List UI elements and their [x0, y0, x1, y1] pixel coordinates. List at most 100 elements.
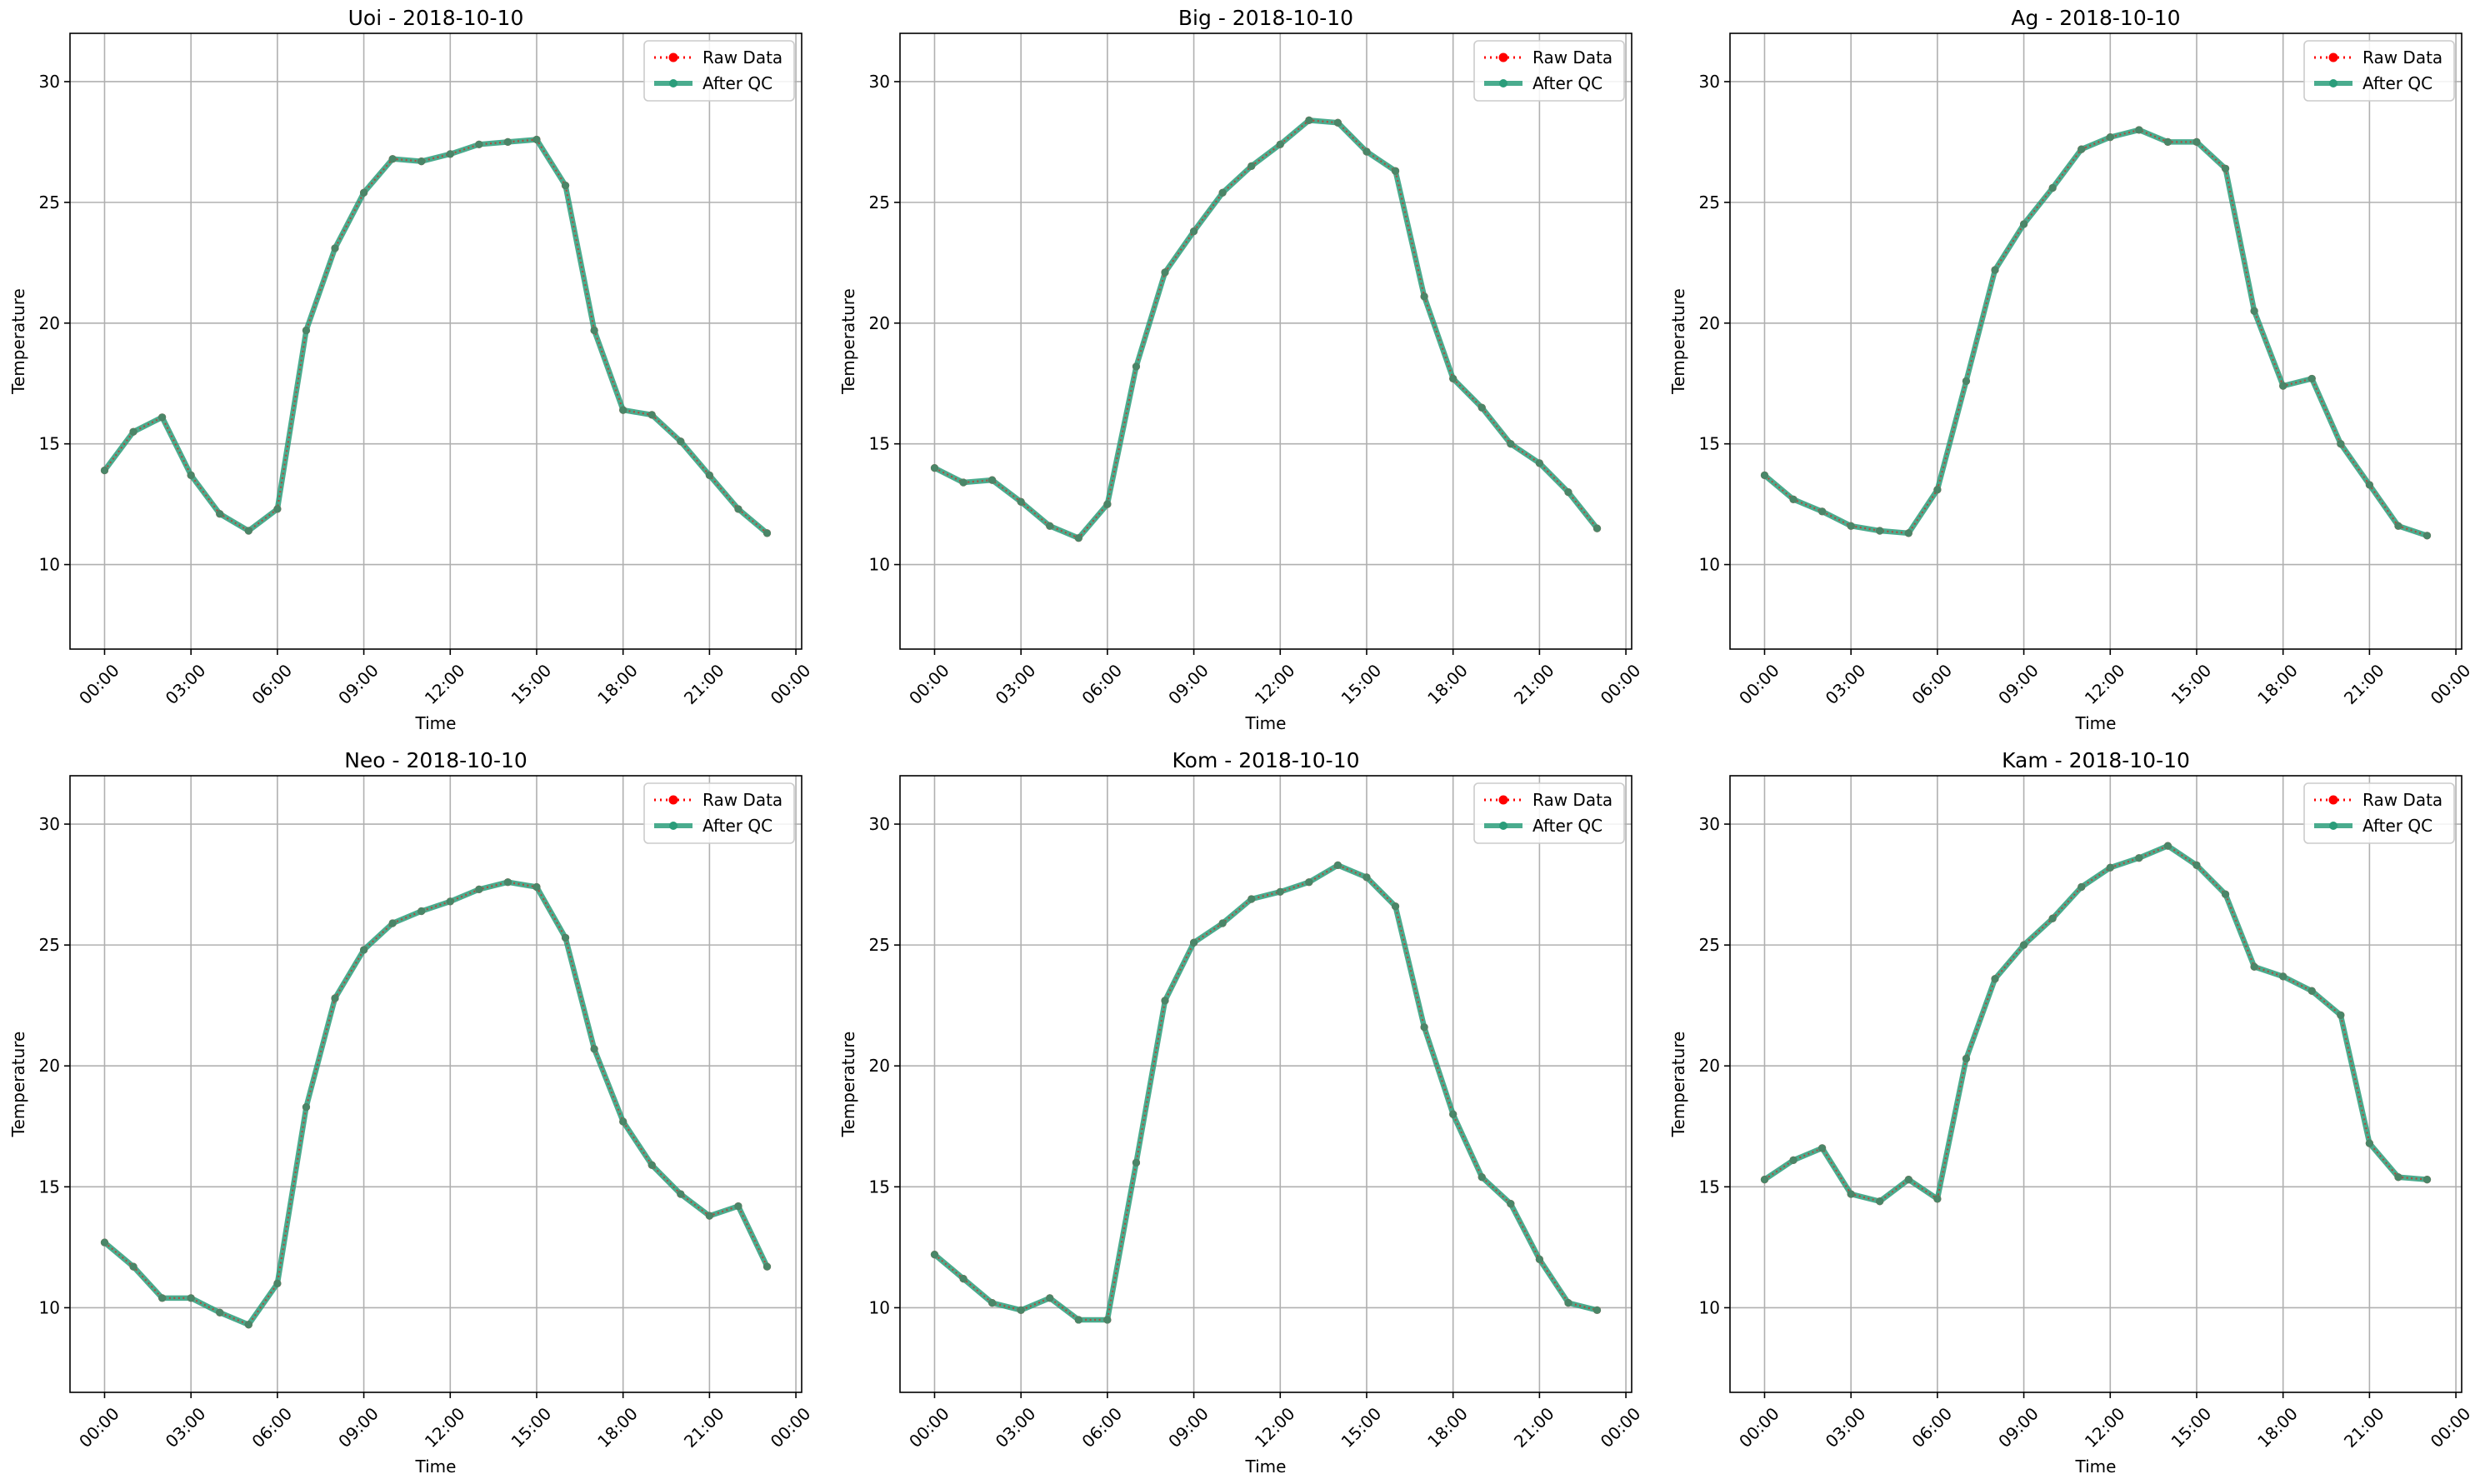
x-tick-label: 12:00	[2081, 660, 2129, 708]
after-qc-point	[1333, 118, 1342, 127]
legend-qc-label: After QC	[2362, 73, 2432, 93]
x-tick-label: 12:00	[421, 1403, 469, 1452]
after-qc-point	[1991, 975, 1999, 983]
after-qc-point	[446, 897, 454, 906]
x-tick-label: 09:00	[1994, 660, 2042, 708]
after-qc-point	[1478, 403, 1486, 412]
chart-panel-2: 10 15 20 25 30 00:00 03:00 06:00 09:00 12:00 15:00…	[1668, 6, 2474, 733]
after-qc-point	[1933, 1195, 1942, 1203]
legend-raw-marker	[668, 52, 678, 62]
x-tick-label: 00:00	[767, 660, 815, 708]
x-tick-label: 15:00	[2168, 1403, 2216, 1452]
x-tick-label: 00:00	[1735, 660, 1783, 708]
legend-qc-marker	[1499, 79, 1508, 87]
after-qc-point	[2221, 890, 2230, 898]
legend-qc-marker	[2329, 79, 2338, 87]
y-tick-label: 15	[1699, 434, 1720, 454]
after-qc-point	[930, 1250, 939, 1259]
after-qc-point	[762, 529, 772, 537]
after-qc-point	[1876, 1197, 1884, 1206]
legend-raw-label: Raw Data	[2362, 790, 2442, 810]
legend-qc-marker	[669, 79, 678, 87]
y-tick-label: 30	[39, 814, 60, 834]
y-tick-label: 25	[39, 935, 60, 955]
x-tick-label: 06:00	[1908, 1403, 1956, 1452]
after-qc-point	[1991, 266, 1999, 274]
after-qc-point	[988, 476, 997, 484]
after-qc-point	[1933, 486, 1942, 494]
y-tick-label: 30	[1699, 72, 1720, 92]
after-qc-point	[1362, 147, 1371, 156]
after-qc-point	[2135, 126, 2143, 134]
axes-frame	[69, 32, 802, 650]
after-qc-point	[2221, 164, 2230, 172]
legend: Raw Data After QC	[1473, 782, 1625, 844]
x-tick-label: 00:00	[75, 1403, 123, 1452]
y-tick-label: 30	[39, 72, 60, 92]
after-qc-point	[1074, 1316, 1082, 1324]
y-axis-label: Temperature	[838, 288, 858, 395]
y-tick-label: 20	[39, 1056, 60, 1076]
after-qc-point	[302, 326, 311, 335]
after-qc-point	[2106, 863, 2114, 872]
legend-raw-label: Raw Data	[1532, 790, 1612, 810]
grid	[1730, 33, 2462, 649]
chart-panel-0: 10 15 20 25 30 00:00 03:00 06:00 09:00 12:00 15:00…	[8, 6, 814, 733]
x-tick-label: 06:00	[248, 660, 296, 708]
after-qc-point	[158, 1294, 167, 1302]
x-tick-label: 12:00	[421, 660, 469, 708]
after-qc-point	[590, 1045, 598, 1053]
after-qc-point	[2192, 137, 2201, 147]
after-qc-point	[100, 1238, 109, 1247]
y-tick-label: 10	[1699, 555, 1720, 575]
legend: Raw Data After QC	[643, 40, 795, 102]
after-qc-point	[959, 1275, 968, 1283]
after-qc-point	[1276, 140, 1284, 148]
x-tick-label: 18:00	[2253, 1403, 2302, 1452]
legend-qc-label: After QC	[2362, 816, 2432, 836]
after-qc-point	[1535, 459, 1543, 467]
after-qc-point	[2019, 220, 2028, 228]
y-axis-label: Temperature	[838, 1032, 858, 1138]
x-tick-label: 15:00	[1338, 660, 1386, 708]
after-qc-point	[388, 919, 397, 927]
x-tick-label: 15:00	[508, 660, 556, 708]
after-qc-point	[2078, 145, 2086, 153]
after-qc-point	[1789, 495, 1798, 503]
series-raw-line	[103, 138, 768, 534]
after-qc-point	[2279, 382, 2288, 390]
x-tick-label: 03:00	[992, 1403, 1040, 1452]
series-after-qc-line	[932, 117, 1600, 541]
x-tick-label: 18:00	[2253, 660, 2302, 708]
grid	[900, 33, 1632, 649]
after-qc-point	[418, 157, 426, 166]
after-qc-point	[619, 406, 628, 414]
after-qc-point	[1276, 887, 1284, 896]
after-qc-point	[619, 1117, 628, 1126]
after-qc-point	[930, 464, 939, 472]
after-qc-point	[302, 1102, 311, 1112]
x-tick-label: 03:00	[162, 660, 210, 708]
x-tick-label: 00:00	[767, 1403, 815, 1452]
y-tick-label: 20	[869, 1056, 890, 1076]
x-tick-label: 21:00	[2340, 660, 2388, 708]
after-qc-point	[1046, 1294, 1054, 1302]
after-qc-point	[1592, 524, 1602, 532]
chart-title: Big - 2018-10-10	[1178, 6, 1353, 30]
x-tick-label: 12:00	[1251, 1403, 1299, 1452]
after-qc-point	[705, 471, 713, 479]
after-qc-point	[187, 471, 195, 479]
after-qc-point	[1046, 522, 1054, 530]
y-tick-label: 10	[39, 555, 60, 575]
x-tick-label: 06:00	[1078, 1403, 1126, 1452]
after-qc-point	[1592, 1306, 1602, 1314]
chart-panel-5: 10 15 20 25 30 00:00 03:00 06:00 09:00 12:00 15:00…	[1668, 748, 2474, 1477]
legend: Raw Data After QC	[2303, 782, 2455, 844]
after-qc-point	[1449, 374, 1458, 383]
after-qc-point	[244, 527, 252, 535]
after-qc-point	[216, 1308, 224, 1317]
after-qc-point	[446, 150, 454, 158]
after-qc-point	[734, 505, 742, 513]
after-qc-point	[1818, 507, 1827, 516]
